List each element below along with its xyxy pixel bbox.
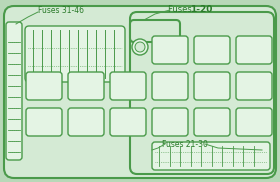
Text: 6: 6 (125, 82, 131, 90)
Text: 14: 14 (206, 118, 218, 126)
Text: 4: 4 (41, 82, 47, 90)
FancyBboxPatch shape (194, 72, 230, 100)
FancyBboxPatch shape (68, 72, 104, 100)
Text: 11: 11 (80, 118, 92, 126)
FancyBboxPatch shape (152, 72, 188, 100)
Text: 15: 15 (248, 118, 260, 126)
Text: 1-20: 1-20 (190, 5, 212, 14)
Text: 2: 2 (209, 46, 215, 54)
FancyBboxPatch shape (26, 108, 62, 136)
Text: 12: 12 (122, 118, 134, 126)
FancyBboxPatch shape (236, 72, 272, 100)
Text: 13: 13 (164, 118, 176, 126)
Text: Fuses 21-30: Fuses 21-30 (162, 140, 208, 149)
FancyBboxPatch shape (194, 36, 230, 64)
Text: 5: 5 (83, 82, 89, 90)
FancyBboxPatch shape (26, 72, 62, 100)
Circle shape (132, 39, 148, 55)
FancyBboxPatch shape (68, 108, 104, 136)
Text: 7: 7 (167, 82, 173, 90)
FancyBboxPatch shape (110, 72, 146, 100)
Circle shape (135, 42, 145, 52)
FancyBboxPatch shape (194, 108, 230, 136)
FancyBboxPatch shape (152, 108, 188, 136)
Text: 3: 3 (251, 46, 257, 54)
FancyBboxPatch shape (6, 22, 22, 160)
FancyBboxPatch shape (130, 12, 274, 174)
Text: 10: 10 (38, 118, 50, 126)
FancyBboxPatch shape (236, 108, 272, 136)
FancyBboxPatch shape (25, 26, 125, 82)
Text: Fuses 31-46: Fuses 31-46 (38, 6, 84, 15)
FancyBboxPatch shape (236, 36, 272, 64)
Text: 9: 9 (251, 82, 257, 90)
FancyBboxPatch shape (152, 142, 270, 170)
Text: 8: 8 (209, 82, 215, 90)
FancyBboxPatch shape (4, 6, 276, 178)
Text: Fuses: Fuses (168, 5, 194, 14)
FancyBboxPatch shape (110, 108, 146, 136)
FancyBboxPatch shape (152, 36, 188, 64)
Text: 1: 1 (167, 46, 173, 54)
FancyBboxPatch shape (130, 20, 180, 42)
